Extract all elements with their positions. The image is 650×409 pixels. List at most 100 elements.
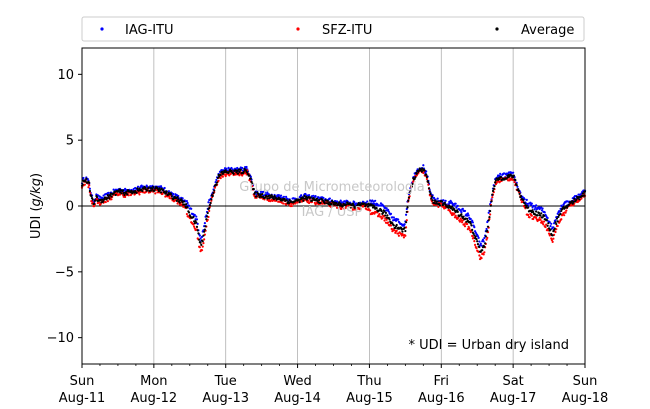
- data-point: [431, 199, 434, 202]
- data-point: [392, 216, 395, 219]
- data-point: [339, 199, 342, 202]
- data-point: [383, 210, 386, 213]
- data-point: [472, 232, 475, 235]
- data-point: [345, 203, 348, 206]
- data-point: [397, 234, 400, 237]
- x-axis: Sun Aug-11 Mon Aug-12 Tue Aug-13 Wed Aug-14 Thu A…: [59, 364, 608, 406]
- data-point: [486, 229, 489, 232]
- legend-label-iag: IAG-ITU: [125, 23, 174, 38]
- data-point: [427, 181, 430, 184]
- legend-marker-average: [495, 27, 499, 31]
- x-tick-date: Aug-14: [274, 391, 321, 406]
- series-average: [80, 167, 587, 253]
- data-point: [284, 195, 288, 198]
- data-point: [514, 178, 517, 182]
- data-point: [541, 216, 544, 219]
- data-point: [491, 189, 495, 193]
- data-point: [564, 211, 567, 214]
- data-point: [384, 211, 388, 215]
- data-point: [110, 198, 113, 201]
- data-point: [88, 184, 91, 187]
- data-point: [215, 181, 219, 184]
- data-point: [108, 194, 112, 197]
- data-point: [488, 216, 491, 219]
- data-point: [489, 204, 492, 207]
- data-point: [442, 199, 445, 202]
- data-point: [460, 213, 463, 216]
- data-point: [95, 195, 99, 199]
- data-point: [394, 226, 397, 230]
- data-point: [476, 243, 480, 246]
- data-point: [557, 215, 560, 218]
- data-point: [288, 199, 291, 202]
- data-point: [256, 189, 259, 193]
- data-point: [135, 191, 138, 194]
- data-point: [490, 200, 493, 203]
- data-point: [397, 232, 400, 235]
- data-point: [555, 222, 558, 226]
- data-point: [403, 226, 406, 229]
- data-point: [330, 202, 333, 206]
- data-point: [190, 207, 193, 210]
- data-point: [208, 207, 211, 210]
- data-point: [314, 195, 317, 198]
- data-point: [491, 193, 494, 196]
- data-point: [423, 169, 426, 172]
- data-point: [305, 198, 309, 201]
- data-point: [261, 192, 264, 196]
- data-point: [349, 206, 352, 209]
- data-point: [551, 234, 554, 237]
- data-point: [571, 202, 574, 205]
- data-point: [433, 196, 436, 200]
- data-point: [85, 177, 88, 180]
- data-point: [487, 219, 490, 222]
- y-tick-label: 5: [66, 134, 74, 149]
- data-point: [187, 204, 191, 207]
- data-point: [498, 178, 501, 181]
- data-point: [359, 207, 362, 210]
- data-point: [538, 216, 541, 219]
- x-tick-day: Tue: [214, 374, 237, 389]
- data-point: [545, 223, 548, 226]
- data-point: [482, 253, 485, 256]
- data-point: [98, 201, 101, 204]
- series-points: [80, 164, 587, 261]
- data-point: [469, 217, 472, 221]
- data-point: [421, 167, 424, 170]
- data-point: [565, 209, 568, 212]
- data-point: [198, 246, 201, 249]
- data-point: [121, 189, 125, 192]
- data-point: [159, 191, 163, 194]
- data-point: [481, 249, 484, 252]
- data-point: [483, 236, 486, 240]
- data-point: [338, 201, 341, 204]
- data-point: [364, 205, 367, 208]
- data-point: [560, 218, 563, 221]
- data-point: [300, 194, 303, 197]
- data-point: [236, 169, 239, 172]
- data-point: [473, 243, 477, 246]
- data-point: [141, 189, 144, 193]
- y-tick-label: −5: [55, 265, 74, 280]
- data-point: [471, 221, 474, 224]
- data-point: [536, 214, 539, 217]
- x-tick-date: Aug-11: [59, 391, 106, 406]
- legend-marker-sfz: [296, 27, 300, 31]
- data-point: [456, 204, 459, 207]
- data-point: [525, 204, 528, 207]
- data-point: [404, 229, 407, 233]
- data-point: [201, 240, 204, 243]
- data-point: [385, 207, 388, 210]
- data-point: [540, 209, 543, 212]
- data-point: [337, 203, 340, 206]
- data-point: [555, 217, 559, 220]
- data-point: [230, 166, 233, 170]
- x-tick-day: Sat: [502, 374, 523, 389]
- data-point: [165, 190, 168, 193]
- data-point: [126, 193, 129, 196]
- data-point: [554, 221, 557, 224]
- data-point: [107, 191, 110, 194]
- data-point: [217, 179, 220, 182]
- data-point: [236, 172, 240, 175]
- data-point: [486, 236, 489, 239]
